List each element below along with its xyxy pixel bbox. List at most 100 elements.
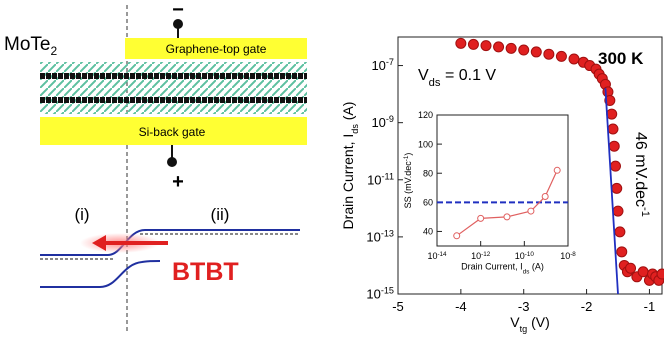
data-point (503, 213, 511, 221)
tick-label-part: 10 (471, 251, 481, 261)
tick-label-part: -11 (382, 171, 394, 181)
tick-label: 10-11 (367, 171, 394, 187)
data-point (553, 166, 561, 174)
tick-label: -5 (392, 299, 404, 314)
data-point (453, 232, 461, 240)
region-label: (i) (74, 205, 89, 224)
annotation-part: = 0.1 V (441, 67, 497, 84)
mote2-layers (40, 62, 307, 114)
x-axis-title: Drain Current, Ids (A) (461, 262, 544, 276)
tick-label-part: -12 (481, 251, 491, 258)
y-axis-title-part: -1 (403, 155, 410, 161)
data-point (455, 37, 467, 49)
data-point (480, 40, 492, 52)
tick-label: -1 (644, 299, 656, 314)
tick-label-part: -9 (386, 114, 394, 124)
data-point (518, 44, 530, 56)
y-axis-title: Drain Current, Ids (A) (340, 102, 360, 230)
tick-label: 10-7 (371, 57, 394, 73)
data-point (616, 246, 628, 258)
y-axis-title-part: (A) (340, 102, 356, 125)
data-point (467, 38, 479, 50)
data-point (555, 50, 567, 62)
material-sub: 2 (50, 44, 57, 58)
annotation-part: -1 (639, 207, 651, 217)
data-point (527, 207, 535, 215)
data-point (604, 94, 616, 106)
x-axis-title-part: V (510, 314, 520, 330)
minus-sign: − (172, 0, 184, 21)
tick-label-part: -10 (525, 251, 535, 258)
region-label: (ii) (211, 205, 230, 224)
tick-label: -3 (518, 299, 530, 314)
data-point (606, 108, 618, 120)
top-gate-label: Graphene-top gate (166, 42, 267, 56)
x-axis-title-part: Drain Current, I (461, 262, 523, 272)
plot-frame (397, 36, 663, 295)
annotation: Vds = 0.1 V (418, 67, 496, 89)
data-point (611, 182, 623, 194)
back-gate-label: Si-back gate (139, 125, 206, 139)
tick-label-part: 10 (366, 229, 380, 244)
plot-frame (436, 114, 569, 247)
tick-label-part: -15 (381, 286, 394, 296)
x-axis-title-part: (A) (529, 262, 544, 272)
data-point (637, 266, 649, 278)
annotation-part: 46 mV.dec (632, 132, 649, 207)
data-point (656, 268, 664, 280)
tick-label: -2 (581, 299, 593, 314)
tick-label: 10-8 (560, 251, 576, 262)
series-line (604, 88, 619, 295)
inset-background (437, 115, 568, 246)
tick-label: 10-15 (366, 286, 394, 302)
tick-label: 80 (423, 168, 433, 178)
top-gate (125, 38, 307, 59)
tick-label-part: 10 (427, 251, 437, 261)
x-axis-title-part: (V) (527, 314, 550, 330)
data-point (543, 48, 555, 60)
tick-label: 10-12 (471, 251, 491, 262)
material: MoTe (4, 34, 50, 55)
y-axis-title: SS (mV.dec-1) (403, 153, 414, 209)
band-edge (40, 260, 161, 288)
annotation-part: V (418, 67, 429, 84)
y-axis-title-part: SS (mV.dec (403, 161, 413, 209)
y-axis-title-part: Drain Current, I (340, 134, 356, 230)
tick-label-part: 10 (367, 172, 381, 187)
tick-label-part: -14 (437, 251, 447, 258)
tick-label: 10-14 (427, 251, 447, 262)
tick-label: 10-9 (371, 114, 394, 130)
annotation: 46 mV.dec-1 (632, 132, 651, 217)
data-point (530, 46, 542, 58)
tick-label-part: 10 (371, 115, 385, 130)
x-axis-title: Vtg (V) (510, 314, 550, 334)
series-line (456, 170, 558, 237)
data-point (477, 214, 485, 222)
data-point (612, 205, 624, 217)
data-point (625, 262, 637, 274)
tick-label-part: 10 (366, 287, 380, 302)
annotation: 300 K (598, 49, 644, 68)
btbt-label: BTBT (172, 258, 239, 286)
data-point (607, 123, 619, 135)
data-point (493, 41, 505, 53)
x-axis-title-part: ds (523, 268, 530, 275)
x-axis-title-part: tg (520, 324, 528, 334)
tick-label: -4 (455, 299, 467, 314)
tick-label: 10-10 (515, 251, 535, 262)
tick-label-part: -13 (381, 228, 394, 238)
tick-label-part: 10 (560, 251, 570, 261)
y-axis-title-part: ds (350, 124, 360, 134)
data-point (505, 42, 517, 54)
tick-label-part: -8 (570, 251, 576, 258)
terminal (167, 157, 177, 167)
tick-label-part: 10 (515, 251, 525, 261)
arrow-head (92, 235, 106, 251)
tick-label: 10-13 (366, 228, 394, 244)
data-point (541, 193, 549, 201)
tick-label: 100 (418, 139, 433, 149)
